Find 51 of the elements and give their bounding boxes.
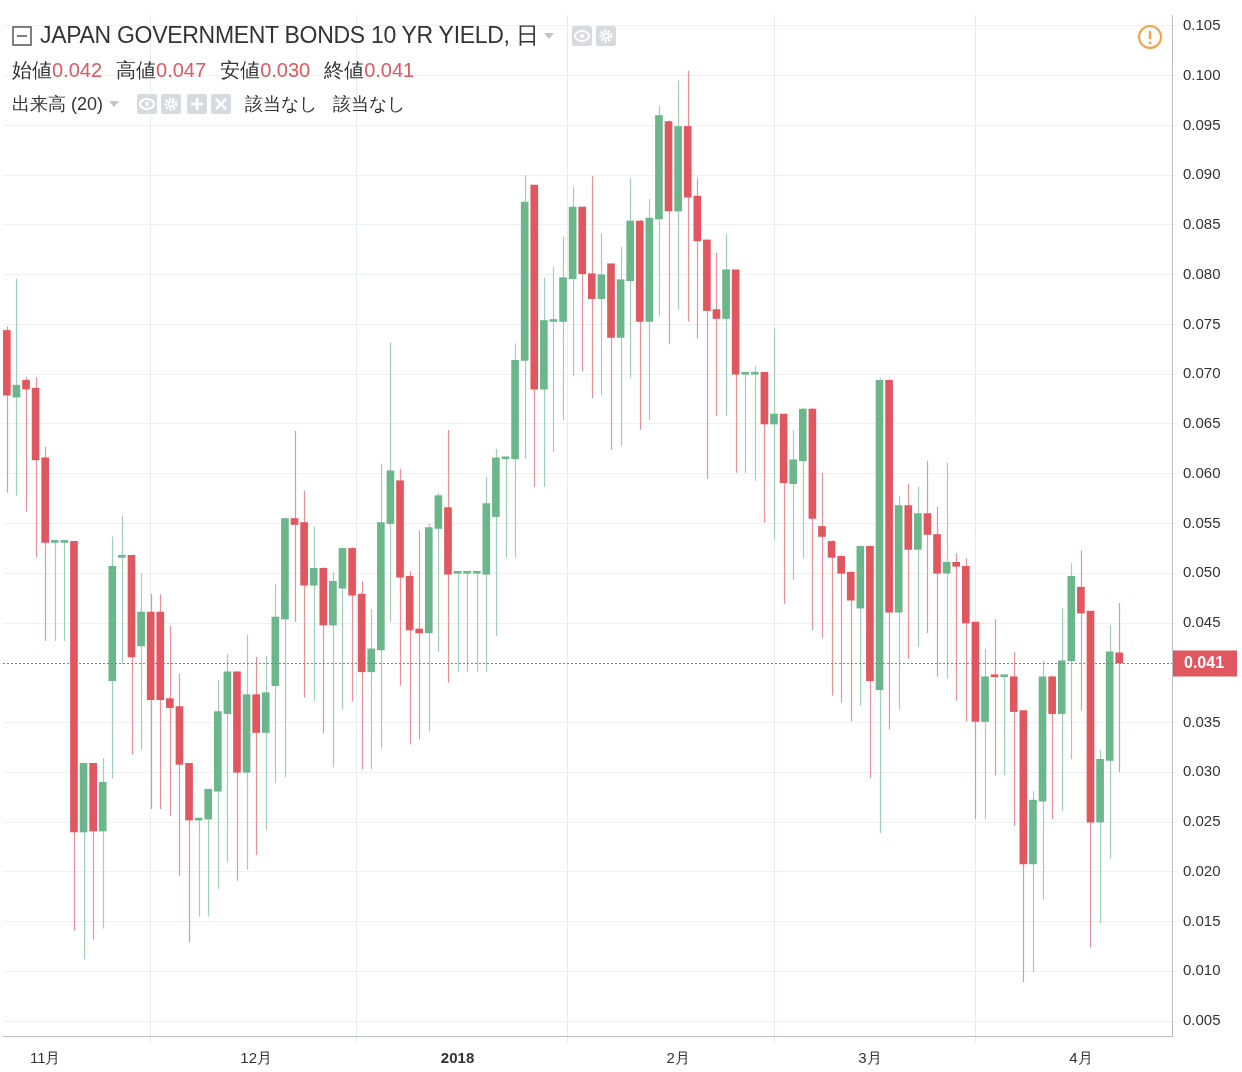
annotation: 該当なし xyxy=(245,93,318,116)
annotation: 該当なし xyxy=(333,93,406,116)
candlestick xyxy=(453,570,462,673)
y-tick-label: 0.085 xyxy=(1183,215,1221,233)
candlestick xyxy=(118,514,126,665)
y-tick-label: 0.105 xyxy=(1183,16,1221,34)
y-tick-label: 0.095 xyxy=(1183,115,1221,133)
candlestick xyxy=(463,570,471,673)
candlestick xyxy=(1000,674,1009,776)
y-tick-label: 0.100 xyxy=(1183,65,1221,83)
candlestick xyxy=(923,460,932,634)
y-tick-label: 0.055 xyxy=(1183,513,1221,531)
x-tick-label: 2月 xyxy=(666,1049,690,1067)
y-tick-label: 0.080 xyxy=(1183,264,1221,282)
y-tick-label: 0.050 xyxy=(1183,563,1221,581)
candlestick xyxy=(770,327,778,541)
text: 始値0.042 高値0.047 安値0.030 終値0.041 xyxy=(12,58,415,83)
x-tick-label: 12月 xyxy=(240,1049,273,1067)
candlestick xyxy=(501,456,510,558)
chart-title: JAPAN GOVERNMENT BONDS 10 YR YIELD, 日 xyxy=(40,21,539,50)
y-tick-label: 0.025 xyxy=(1183,812,1221,830)
candlestick xyxy=(549,266,558,453)
candlestick xyxy=(712,252,721,417)
y-tick-label: 0.035 xyxy=(1183,712,1221,730)
y-tick-label: 0.075 xyxy=(1183,314,1221,332)
candlestick xyxy=(290,430,299,623)
x-tick-label: 3月 xyxy=(858,1049,882,1067)
candlestick xyxy=(818,472,826,639)
candlestick xyxy=(751,365,759,482)
candlestick xyxy=(50,540,59,642)
candlestick xyxy=(942,462,951,680)
y-tick-label: 0.070 xyxy=(1183,364,1221,382)
y-tick-label: 0.065 xyxy=(1183,414,1221,432)
candlestick xyxy=(741,371,750,474)
ref-line-label: 0.041 xyxy=(1184,653,1225,671)
x-tick-label: 4月 xyxy=(1069,1049,1093,1067)
y-tick-label: 0.020 xyxy=(1183,861,1221,879)
y-tick-label: 0.005 xyxy=(1183,1011,1221,1029)
candlestick xyxy=(22,376,30,513)
x-tick-label: 2018 xyxy=(440,1049,475,1067)
y-tick-label: 0.060 xyxy=(1183,463,1221,481)
y-tick-label: 0.030 xyxy=(1183,762,1221,780)
candlestick xyxy=(60,540,69,642)
candlestick xyxy=(309,525,318,702)
y-tick-label: 0.045 xyxy=(1183,613,1221,631)
annotation: 出来高 (20) xyxy=(12,93,104,116)
x-tick-label: 11月 xyxy=(29,1049,61,1067)
y-tick-label: 0.015 xyxy=(1183,911,1221,929)
y-tick-label: 0.090 xyxy=(1183,165,1221,183)
candlestick xyxy=(367,608,376,770)
y-tick-label: 0.010 xyxy=(1183,961,1221,979)
